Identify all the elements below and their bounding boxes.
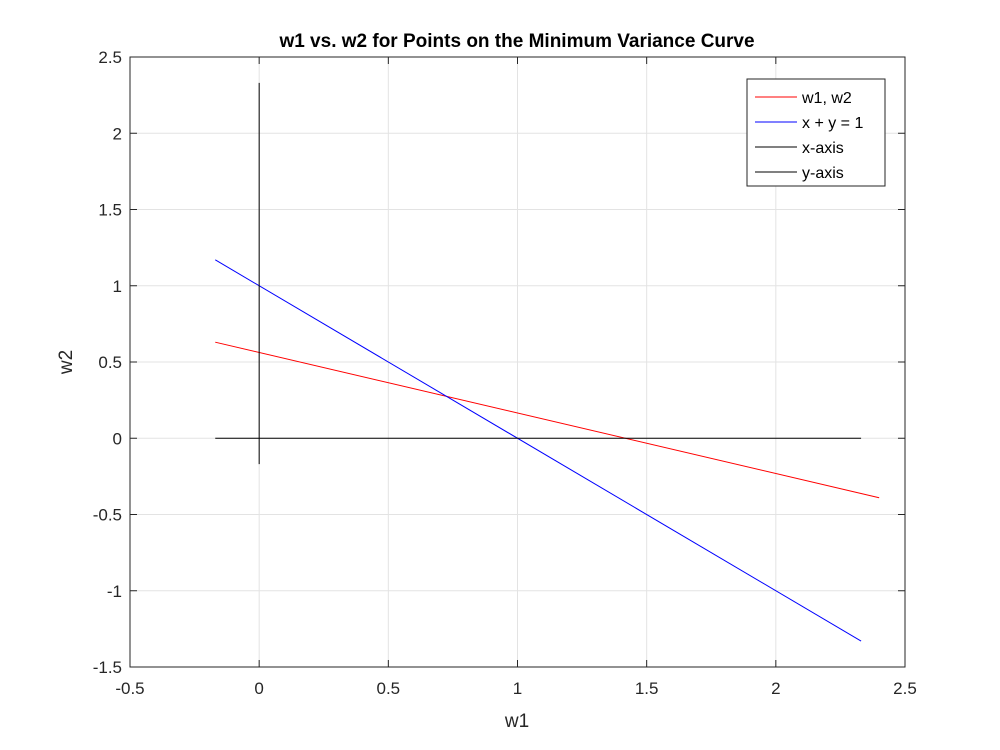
x-tick-label: 2 [771, 679, 780, 698]
y-axis-label: w2 [56, 350, 77, 375]
legend-entry-y-axis: y-axis [755, 165, 844, 182]
legend-label-red: w1, w2 [801, 90, 852, 107]
x-tick-label: 0 [254, 679, 263, 698]
legend-entry-blue: x + y = 1 [755, 115, 863, 132]
legend: w1, w2 x + y = 1 x-axis y-axis [746, 78, 886, 187]
legend-entry-red: w1, w2 [755, 90, 852, 107]
y-tick-label: 2 [113, 124, 122, 143]
series-line-0 [215, 341, 880, 499]
plot-series [214, 82, 880, 642]
y-tick-label: 0.5 [98, 353, 122, 372]
y-tick-label: 1 [113, 277, 122, 296]
x-tick-label: 2.5 [893, 679, 917, 698]
x-tick-label: 0.5 [377, 679, 401, 698]
y-tick-label: -1.5 [93, 658, 122, 677]
x-tick-label: 1 [513, 679, 522, 698]
legend-label-x-axis: x-axis [802, 140, 844, 157]
y-tick-label: 2.5 [98, 48, 122, 67]
x-tick-label: -0.5 [115, 679, 144, 698]
legend-entry-x-axis: x-axis [755, 140, 844, 157]
y-tick-label: -1 [107, 582, 122, 601]
x-axis-label: w1 [504, 711, 529, 732]
axis-ticks: -0.5 0 0.5 1 1.5 2 2.5 -1.5 -1 -0.5 0 0.5 1 1.5 2 2.5 [93, 48, 917, 698]
legend-label-y-axis: y-axis [802, 165, 844, 182]
x-tick-label: 1.5 [635, 679, 659, 698]
y-tick-label: -0.5 [93, 506, 122, 525]
chart-title: w1 vs. w2 for Points on the Minimum Vari… [278, 31, 754, 52]
y-tick-label: 1.5 [98, 201, 122, 220]
series-line-1 [214, 259, 862, 642]
y-tick-label: 0 [113, 429, 122, 448]
legend-label-blue: x + y = 1 [802, 115, 863, 132]
